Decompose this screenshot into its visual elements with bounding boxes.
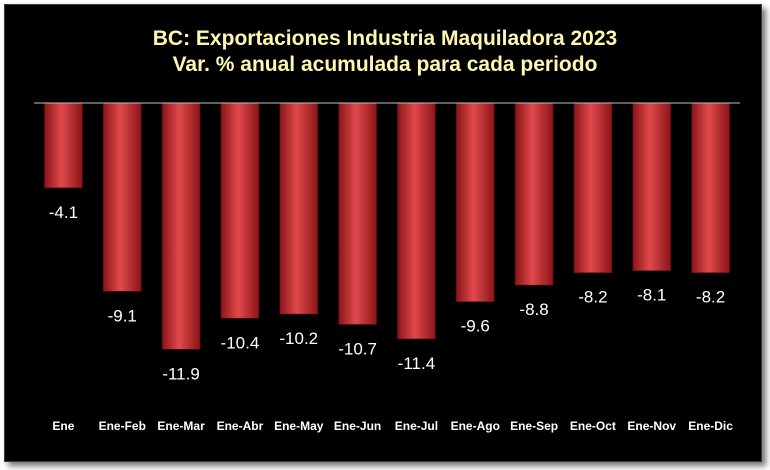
category-label: Ene [52,419,74,433]
bar-ene-feb [102,102,142,292]
category-label: Ene-Abr [217,419,264,433]
chart-subtitle: Var. % anual acumulada para cada periodo [172,53,598,76]
value-label: -8.2 [578,288,607,307]
value-label: -9.6 [461,317,490,336]
category-labels-group: Ene Ene-Feb Ene-Mar Ene-Abr Ene-May Ene-Jun En… [52,419,733,433]
bar-ene-may [279,102,319,315]
value-label: -8.2 [696,288,725,307]
bar-ene-mar [161,102,201,350]
category-label: Ene-Dic [688,419,733,433]
value-label: -10.7 [338,339,377,358]
chart-title-block: BC: Exportaciones Industria Maquiladora … [0,26,770,78]
bars-group [44,102,730,350]
value-label: -11.4 [398,354,436,373]
value-label: -4.1 [49,203,78,222]
bar-ene-dic [691,102,730,274]
value-label: -8.8 [519,300,548,319]
value-label: -10.4 [221,333,260,352]
value-labels-group: -4.1 -9.1 -11.9 -10.4 -10.2 -10.7 -11.4 -9.6 -8.… [49,203,725,383]
bar-ene-abr [220,102,260,319]
bar-ene-jul [397,102,436,340]
bar-ene-jun [338,102,377,325]
chart-title: BC: Exportaciones Industria Maquiladora … [152,27,618,50]
bar-ene-ago [455,102,495,303]
category-label: Ene-Nov [627,419,676,433]
category-label: Ene-Sep [510,419,558,433]
bar-ene-sep [514,102,554,286]
bar-ene-nov [632,102,672,271]
value-label: -11.9 [162,364,200,383]
category-label: Ene-Jul [395,419,438,433]
value-label: -8.1 [637,286,666,305]
category-label: Ene-Oct [570,419,616,433]
category-label: Ene-Mar [157,419,205,433]
category-label: Ene-Jun [334,419,381,433]
category-label: Ene-Feb [99,419,146,433]
bar-ene [44,102,83,189]
category-label: Ene-Ago [451,419,500,433]
bar-ene-oct [573,102,613,274]
value-label: -10.2 [279,329,318,348]
category-label: Ene-May [274,419,324,433]
value-label: -9.1 [108,306,137,325]
